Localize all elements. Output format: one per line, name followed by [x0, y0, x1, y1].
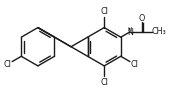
- Text: Cl: Cl: [100, 78, 108, 87]
- Text: H: H: [128, 27, 132, 32]
- Text: Cl: Cl: [3, 60, 11, 69]
- Text: Cl: Cl: [100, 7, 108, 16]
- Text: N: N: [127, 28, 133, 37]
- Text: Cl: Cl: [131, 60, 139, 69]
- Text: CH₃: CH₃: [151, 27, 166, 36]
- Text: O: O: [139, 14, 145, 23]
